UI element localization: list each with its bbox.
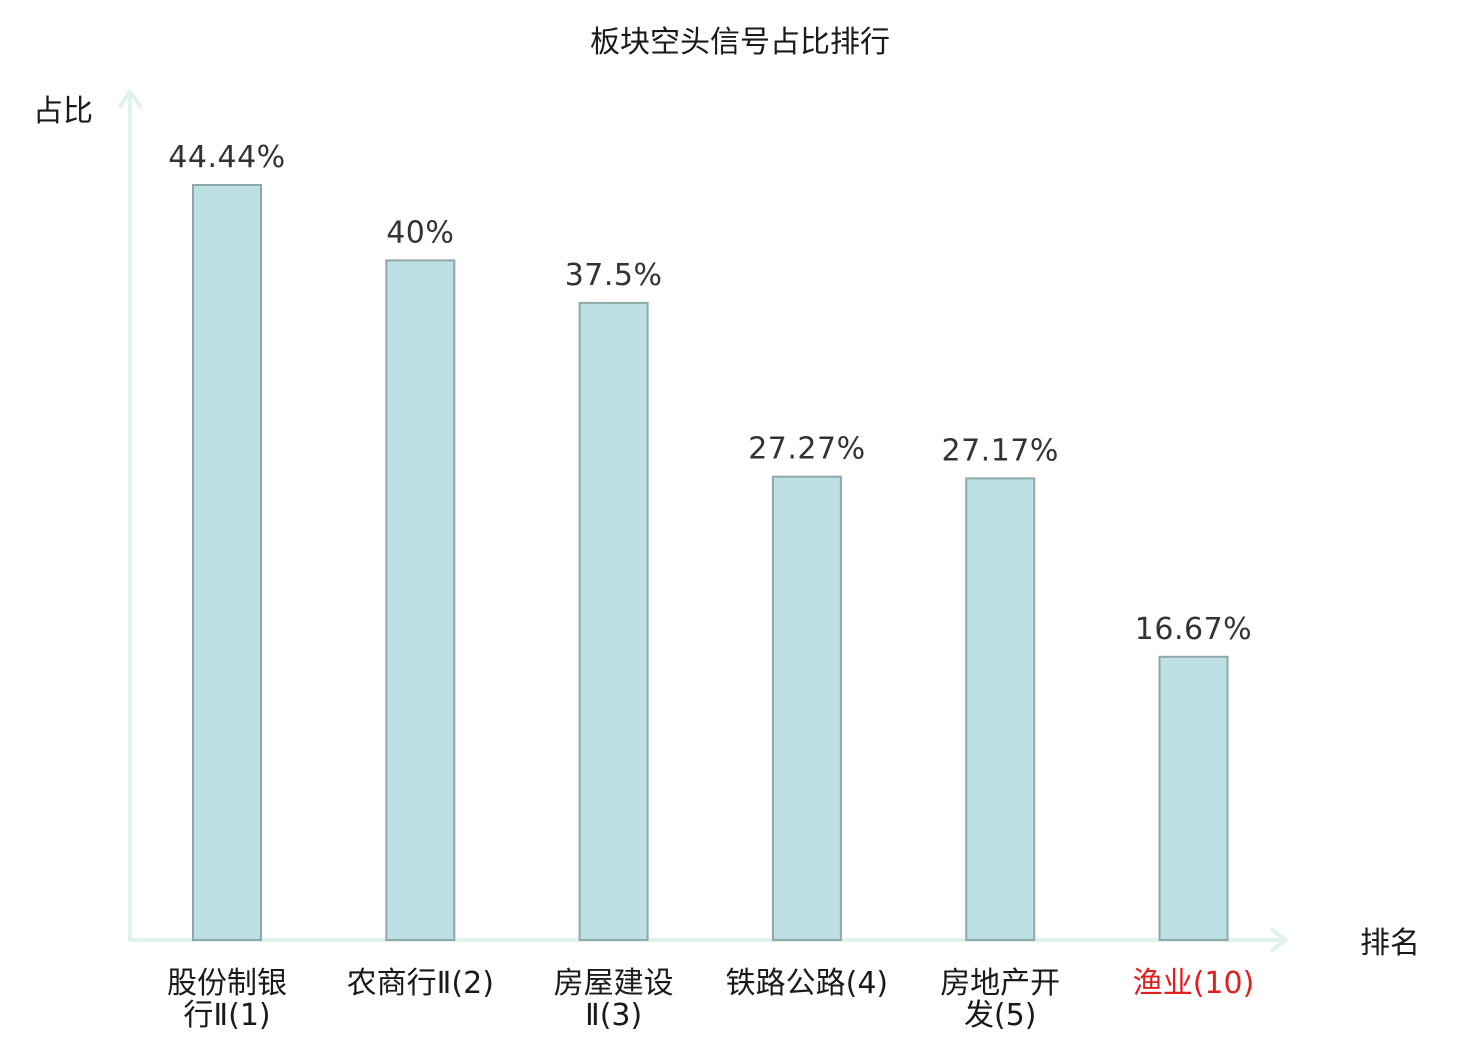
category-label-6: 渔业(10)	[1133, 966, 1255, 1001]
category-label-line: 行Ⅱ(1)	[183, 998, 270, 1033]
category-label-line: 发(5)	[964, 998, 1037, 1033]
y-axis-arrow	[118, 90, 142, 108]
category-label-line: 房地产开	[940, 966, 1060, 1001]
bar-6	[1158, 655, 1229, 941]
category-label-2: 农商行Ⅱ(2)	[347, 966, 494, 1001]
category-label-4: 铁路公路(4)	[726, 966, 889, 1001]
bar-4	[771, 475, 842, 941]
bar-3	[578, 301, 649, 941]
value-label-3: 37.5%	[565, 258, 663, 293]
bars-group	[192, 184, 1229, 941]
value-label-5: 27.17%	[942, 433, 1059, 468]
x-axis-label: 排名	[1360, 926, 1420, 961]
category-label-line: Ⅱ(3)	[585, 998, 642, 1033]
value-label-4: 27.27%	[748, 432, 865, 467]
value-label-6: 16.67%	[1135, 612, 1252, 647]
bar-1	[192, 184, 262, 941]
category-label-5: 房地产开发(5)	[940, 966, 1060, 1033]
value-label-1: 44.44%	[168, 140, 285, 175]
category-label-3: 房屋建设 Ⅱ(3)	[554, 966, 674, 1033]
category-label-line: 房屋建设	[554, 966, 674, 1001]
chart-title: 板块空头信号占比排行	[590, 25, 890, 60]
x-axis-arrow	[1270, 928, 1288, 952]
y-axis-label: 占比	[33, 94, 93, 129]
value-labels-group: 44.44% 40% 37.5% 27.27% 27.17% 16.67%	[168, 140, 1252, 647]
category-labels-group: 股份制银行Ⅱ(1) 农商行Ⅱ(2) 房屋建设 Ⅱ(3) 铁路公路(4) 房地产开发(5) 渔…	[167, 966, 1254, 1033]
category-label-line: 股份制银	[167, 966, 287, 1001]
category-label-line: 农商行Ⅱ(2)	[347, 966, 494, 1001]
category-label-1: 股份制银行Ⅱ(1)	[167, 966, 287, 1033]
bar-2	[385, 259, 456, 941]
bar-5	[965, 477, 1036, 941]
category-label-line: 渔业(10)	[1133, 966, 1255, 1001]
value-label-2: 40%	[386, 215, 454, 250]
axes	[118, 90, 1288, 952]
category-label-line: 铁路公路(4)	[726, 966, 889, 1001]
